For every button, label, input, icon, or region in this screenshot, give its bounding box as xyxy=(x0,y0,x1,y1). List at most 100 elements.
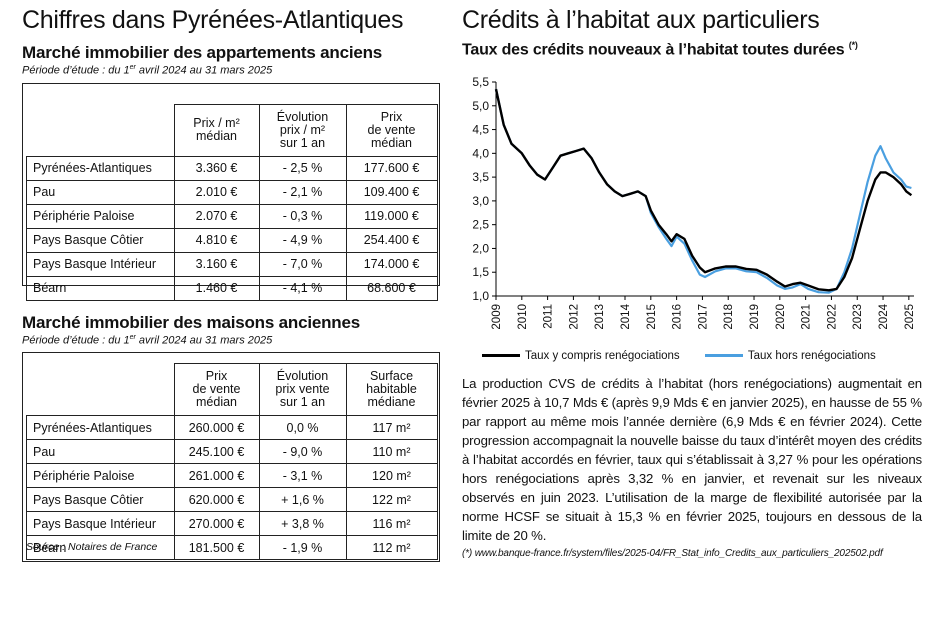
table-row: Pau 245.100 € - 9,0 % 110 m² xyxy=(26,439,438,465)
table-row: Pays Basque Intérieur 270.000 € + 3,8 % 116… xyxy=(26,511,438,537)
x-tick-label: 2024 xyxy=(878,303,890,329)
table-corner xyxy=(26,104,175,157)
table-corner xyxy=(26,363,175,417)
footnote-url: (*) www.banque-france.fr/system/files/20… xyxy=(462,548,883,559)
cell-value: 2.070 € xyxy=(173,203,260,229)
y-tick-label: 2,0 xyxy=(472,241,489,255)
x-tick-label: 2025 xyxy=(904,304,916,330)
y-tick-label: 1,5 xyxy=(472,265,489,279)
legend-label: Taux hors renégociations xyxy=(747,349,876,362)
y-tick-label: 4,5 xyxy=(472,123,489,137)
cell-value: - 1,9 % xyxy=(258,535,347,561)
x-tick-label: 2019 xyxy=(749,304,761,330)
right-panel: Crédits à l’habitat aux particuliers Tau… xyxy=(462,6,932,559)
cell-value: 245.100 € xyxy=(173,439,260,465)
cell-value: 112 m² xyxy=(345,535,438,561)
cell-value: - 0,3 % xyxy=(258,203,347,229)
cell-value: + 1,6 % xyxy=(258,487,347,513)
cell-value: 4.810 € xyxy=(173,227,260,253)
cell-value: - 3,1 % xyxy=(258,463,347,489)
left-panel: Chiffres dans Pyrénées-Atlantiques March… xyxy=(22,6,440,563)
row-label: Pays Basque Intérieur xyxy=(26,511,175,537)
x-tick-label: 2015 xyxy=(646,304,658,330)
table-row: Pays Basque Intérieur 3.160 € - 7,0 % 174.0… xyxy=(26,251,438,277)
cell-value: + 3,8 % xyxy=(258,511,347,537)
cell-value: - 9,0 % xyxy=(258,439,347,465)
row-label: Périphérie Paloise xyxy=(26,203,175,229)
table-row: Périphérie Paloise 261.000 € - 3,1 % 120 m² xyxy=(26,463,438,489)
x-tick-label: 2023 xyxy=(852,304,864,330)
row-label: Pays Basque Intérieur xyxy=(26,251,175,277)
x-tick-label: 2013 xyxy=(594,304,606,330)
rate-chart: 5,55,04,54,03,53,02,52,01,51,0 2009 2010 2… xyxy=(472,75,916,330)
houses-period: Période d’étude : du 1er avril 2024 au 3… xyxy=(22,333,273,347)
column-header: Prix / m² médian xyxy=(173,103,260,157)
x-tick-label: 2020 xyxy=(775,304,787,330)
cell-value: - 2,5 % xyxy=(258,155,347,181)
row-label: Pau xyxy=(26,439,175,465)
x-tick-label: 2021 xyxy=(801,304,813,330)
series-line-1 xyxy=(494,88,912,294)
row-label: Pyrénées-Atlantiques xyxy=(26,155,175,181)
x-axis: 2009 2010 2011 2012 2013 2014 2015 2016 2017 2018… xyxy=(491,295,916,330)
cell-value: 3.360 € xyxy=(173,155,260,181)
x-tick-label: 2010 xyxy=(517,304,529,330)
cell-value: 3.160 € xyxy=(173,251,260,277)
x-tick-label: 2017 xyxy=(697,304,709,330)
cell-value: 1.460 € xyxy=(173,275,260,301)
cell-value: - 4,9 % xyxy=(258,227,347,253)
cell-value: 261.000 € xyxy=(173,463,260,489)
apartments-heading: Marché immobilier des appartements ancie… xyxy=(22,43,383,62)
chart-title: Taux des crédits nouveaux à l’habitat to… xyxy=(462,40,858,59)
row-label: Pays Basque Côtier xyxy=(26,227,175,253)
apartments-period: Période d’étude : du 1er avril 2024 au 3… xyxy=(22,64,273,77)
cell-value: 254.400 € xyxy=(345,227,438,253)
cell-value: 116 m² xyxy=(345,511,438,537)
apartments-table: Prix / m² médian Évolution prix / m² sur 1 a… xyxy=(26,103,438,301)
houses-table: Prix de vente médian Évolution prix vente sur… xyxy=(26,363,438,561)
y-tick-label: 3,0 xyxy=(472,194,489,208)
y-axis: 5,5 5,0 4,5 4,0 3,5 3,0 2,5 2,0 1,5 1,0 xyxy=(472,75,497,303)
x-tick-label: 2022 xyxy=(826,304,838,330)
legend-item-hors: Taux hors renégociations xyxy=(704,349,876,362)
x-tick-label: 2016 xyxy=(672,304,684,330)
cell-value: 110 m² xyxy=(345,439,438,465)
cell-value: 68.600 € xyxy=(345,275,438,301)
table-row: Pays Basque Côtier 4.810 € - 4,9 % 254.400 … xyxy=(26,227,438,253)
commentary-text: La production CVS de crédits à l’habitat… xyxy=(462,376,922,543)
row-label: Béarn xyxy=(26,535,175,561)
x-tick-label: 2012 xyxy=(568,304,580,330)
cell-value: 620.000 € xyxy=(173,487,260,513)
column-header: Prix de vente médian xyxy=(173,363,260,417)
houses-frame: Prix de vente médian Évolution prix vente sur… xyxy=(22,352,440,563)
chart-series xyxy=(494,88,913,294)
cell-value: - 7,0 % xyxy=(258,251,347,277)
cell-value: - 4,1 % xyxy=(258,275,347,301)
cell-value: 122 m² xyxy=(345,487,438,513)
table-row: Béarn 1.460 € - 4,1 % 68.600 € xyxy=(26,275,438,301)
x-tick-label: 2009 xyxy=(491,304,503,330)
y-tick-label: 5,0 xyxy=(472,99,489,113)
table-row: Béarn 181.500 € - 1,9 % 112 m² xyxy=(26,535,438,561)
cell-value: 120 m² xyxy=(345,463,438,489)
source-note: Source : Notaires de France xyxy=(26,541,158,554)
table-row: Pays Basque Côtier 620.000 € + 1,6 % 122 m² xyxy=(26,487,438,513)
legend-label: Taux y compris renégociations xyxy=(525,349,680,362)
legend-item-renegociations: Taux y compris renégociations xyxy=(482,350,680,362)
apartments-frame: Prix / m² médian Évolution prix / m² sur 1 a… xyxy=(22,82,440,301)
cell-value: 0,0 % xyxy=(258,415,347,441)
legend-swatch-blue xyxy=(704,354,743,357)
commentary: La production CVS de crédits à l’habitat… xyxy=(462,374,922,560)
x-tick-label: 2011 xyxy=(543,304,555,329)
series-line-0 xyxy=(494,88,913,292)
table-row: Pau 2.010 € - 2,1 % 109.400 € xyxy=(26,179,438,205)
cell-value: - 2,1 % xyxy=(258,179,347,205)
y-tick-label: 3,5 xyxy=(472,170,489,184)
row-label: Pyrénées-Atlantiques xyxy=(26,415,175,441)
cell-value: 174.000 € xyxy=(345,251,438,277)
legend-swatch-black xyxy=(482,354,520,357)
houses-heading: Marché immobilier des maisons anciennes xyxy=(22,312,360,332)
cell-value: 119.000 € xyxy=(345,203,438,229)
y-tick-label: 2,5 xyxy=(472,218,489,232)
column-header: Prix de vente médian xyxy=(345,103,438,157)
